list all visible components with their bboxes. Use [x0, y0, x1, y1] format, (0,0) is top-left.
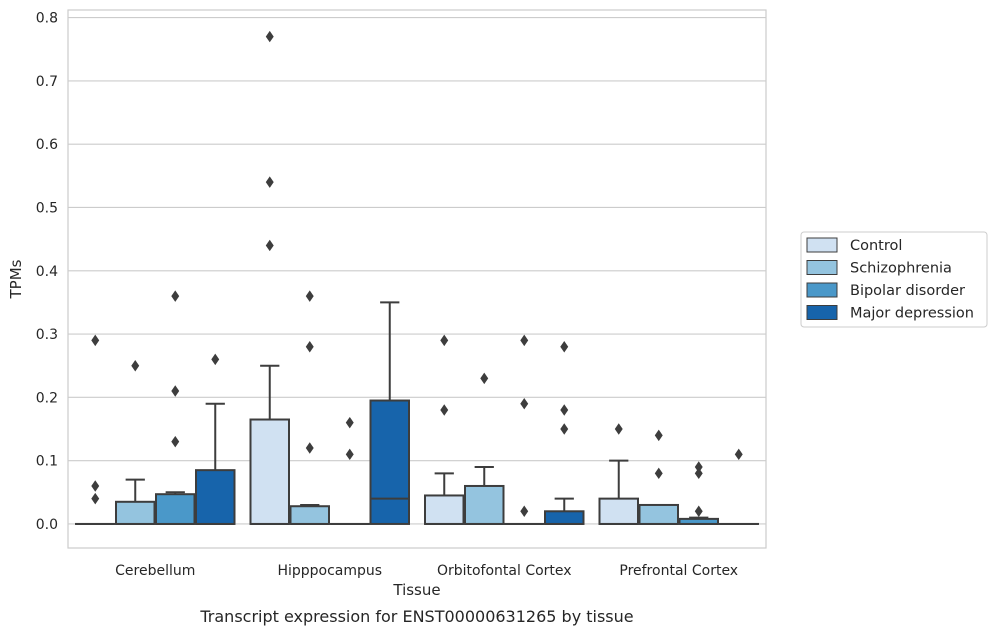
box [544, 510, 585, 525]
box [638, 503, 679, 525]
outlier-point [614, 423, 623, 435]
outlier-point [440, 404, 449, 416]
y-tick-label: 0.0 [36, 517, 58, 533]
box-group [155, 290, 196, 525]
boxes [75, 30, 759, 525]
outlier-point [305, 340, 314, 353]
box-group [504, 334, 545, 525]
outlier-point [560, 340, 569, 353]
outlier-point [91, 334, 100, 347]
box [155, 493, 196, 525]
y-axis-label: TPMs [7, 259, 25, 299]
box [249, 418, 290, 525]
box [598, 497, 639, 525]
legend-swatch [806, 260, 838, 275]
outlier-point [265, 30, 274, 43]
outlier-point [345, 448, 354, 461]
y-tick-label: 0.8 [36, 11, 58, 27]
y-tick-label: 0.6 [36, 137, 58, 153]
legend-swatch [806, 237, 838, 253]
outlier-point [560, 404, 569, 416]
outlier-point [265, 239, 274, 252]
box-group [718, 448, 759, 525]
outlier-point [305, 290, 314, 302]
box [369, 399, 410, 525]
box [424, 494, 465, 525]
outlier-point [171, 385, 180, 397]
plot-frame [67, 9, 767, 549]
outlier-point [345, 416, 354, 429]
outlier-point [171, 290, 180, 302]
outlier-point [654, 429, 663, 442]
y-tick-label: 0.1 [36, 454, 58, 470]
outlier-point [171, 435, 180, 448]
legend-label: Schizophrenia [850, 261, 952, 277]
box-group [249, 30, 290, 525]
box [195, 469, 236, 525]
legend-label: Major depression [850, 306, 974, 322]
outlier-point [694, 505, 703, 518]
outlier-point [694, 467, 703, 480]
x-tick-label: Hipppocampus [277, 563, 382, 579]
box-group [544, 340, 585, 525]
legend: Control Schizophrenia Bipolar disorder Majo… [800, 231, 988, 328]
y-tick-label: 0.7 [36, 74, 58, 90]
outlier-point [734, 448, 743, 461]
box-group [369, 301, 410, 525]
legend-label: Bipolar disorder [850, 283, 965, 299]
y-tick-labels: 0.0 0.1 0.2 0.3 0.4 0.5 0.6 0.7 0.8 [36, 11, 58, 533]
gridlines [68, 17, 766, 525]
x-tick-labels: Cerebellum Hipppocampus Orbitofontal Corte… [115, 563, 738, 579]
legend-swatch [806, 305, 838, 320]
x-tick-label: Cerebellum [115, 563, 195, 579]
legend-frame [800, 231, 988, 328]
y-tick-label: 0.5 [36, 200, 58, 216]
y-tick-label: 0.3 [36, 327, 58, 343]
box-group [115, 359, 156, 525]
outlier-point [305, 442, 314, 454]
y-tick-label: 0.2 [36, 390, 58, 406]
box-group [289, 290, 330, 525]
outlier-point [91, 492, 100, 505]
outlier-point [560, 423, 569, 435]
legend-label: Control [850, 238, 902, 254]
outlier-point [211, 353, 220, 366]
box-group [75, 334, 116, 525]
outlier-point [131, 359, 140, 372]
outlier-point [520, 334, 529, 347]
box-group [464, 372, 505, 525]
outlier-point [480, 372, 489, 385]
x-tick-label: Orbitofontal Cortex [437, 563, 572, 579]
box-group [638, 429, 679, 525]
outlier-point [520, 397, 529, 410]
chart-caption: Transcript expression for ENST0000063126… [199, 607, 633, 626]
outlier-point [91, 480, 100, 492]
box [289, 505, 330, 525]
y-tick-label: 0.4 [36, 264, 58, 280]
box [464, 484, 505, 525]
outlier-point [440, 334, 449, 347]
box-group [329, 416, 370, 525]
x-tick-label: Prefrontal Cortex [619, 563, 738, 579]
outlier-point [654, 467, 663, 480]
box-group [598, 423, 639, 525]
x-axis-label: Tissue [392, 581, 440, 599]
box-group [678, 461, 719, 525]
legend-swatch [806, 282, 838, 298]
outlier-point [520, 505, 529, 518]
box-group [424, 334, 465, 525]
box-group [195, 353, 236, 525]
box [115, 500, 156, 525]
outlier-point [265, 176, 274, 188]
